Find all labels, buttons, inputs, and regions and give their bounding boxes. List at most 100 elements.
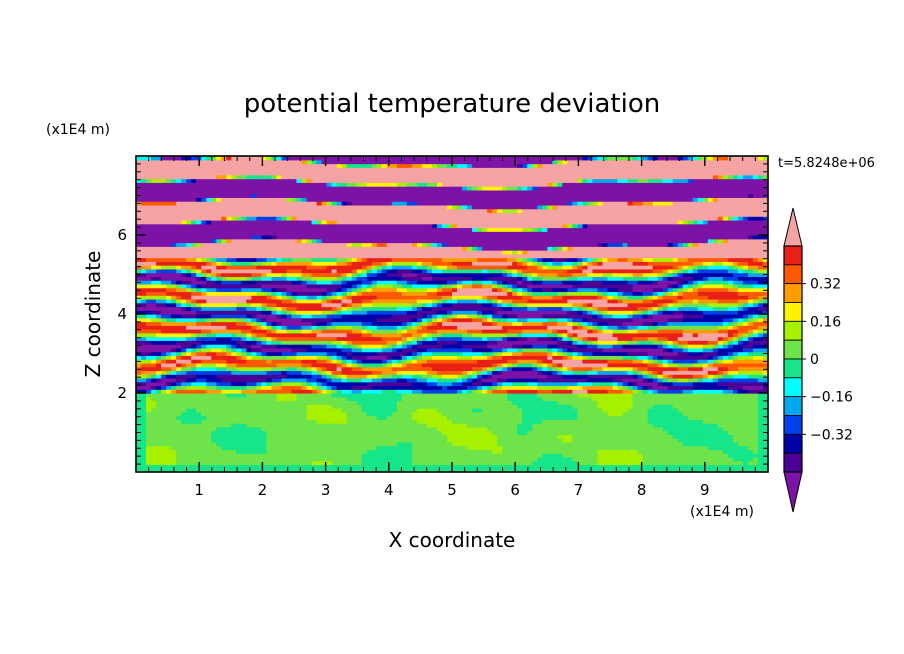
contour-cell [281, 415, 288, 420]
contour-cell [542, 411, 548, 417]
contour-cell [396, 332, 403, 338]
contour-cell [512, 385, 518, 390]
contour-cell [752, 396, 759, 402]
contour-cell [386, 415, 393, 420]
contour-cell [572, 460, 578, 466]
contour-cell [617, 453, 624, 458]
contour-cell [186, 449, 192, 454]
contour-cell [562, 393, 568, 398]
contour-cell [712, 400, 719, 405]
contour-cell [712, 423, 719, 428]
contour-cell [537, 332, 543, 338]
contour-cell [647, 332, 654, 338]
contour-cell [176, 355, 182, 360]
contour-cell [627, 340, 634, 345]
contour-cell [507, 385, 513, 390]
contour-cell [301, 362, 308, 368]
contour-cell [326, 408, 333, 413]
contour-cell [396, 344, 403, 349]
contour-cell [231, 344, 237, 349]
contour-cell [136, 385, 142, 390]
contour-cell [712, 430, 719, 435]
contour-cell [316, 340, 323, 345]
contour-cell [642, 456, 649, 462]
contour-cell [261, 449, 268, 454]
contour-cell [431, 385, 438, 390]
contour-cell [326, 336, 333, 341]
contour-cell [286, 460, 293, 466]
contour-cell [752, 366, 759, 372]
contour-cell [472, 370, 478, 375]
contour-cell [532, 415, 538, 420]
contour-cell [136, 464, 142, 469]
contour-cell [737, 374, 744, 379]
contour-cell [171, 370, 177, 375]
contour-cell [502, 374, 508, 379]
contour-cell [416, 396, 423, 402]
contour-cell [266, 445, 273, 451]
contour-cell [226, 419, 232, 424]
contour-cell [246, 419, 252, 424]
contour-cell [141, 460, 147, 466]
contour-cell [386, 385, 393, 390]
contour-cell [421, 430, 428, 435]
contour-cell [467, 449, 473, 454]
contour-cell [246, 396, 252, 402]
contour-cell [331, 381, 338, 387]
contour-cell [667, 347, 674, 353]
contour-cell [647, 404, 654, 409]
contour-cell [532, 344, 538, 349]
contour-cell [562, 362, 568, 368]
contour-cell [396, 370, 403, 375]
contour-cell [762, 344, 768, 349]
contour-cell [547, 336, 553, 341]
contour-cell [151, 393, 157, 398]
contour-cell [642, 400, 649, 405]
contour-cell [201, 456, 207, 462]
contour-cell [722, 370, 729, 375]
contour-cell [436, 453, 443, 458]
contour-cell [356, 366, 363, 372]
contour-cell [431, 336, 438, 341]
contour-cell [612, 336, 619, 341]
contour-cell [311, 411, 318, 417]
contour-cell [567, 393, 573, 398]
contour-cell [492, 460, 498, 466]
contour-cell [712, 408, 719, 413]
contour-cell [682, 426, 689, 432]
contour-cell [386, 359, 393, 364]
contour-cell [607, 404, 614, 409]
contour-cell [657, 381, 664, 387]
contour-cell [557, 344, 563, 349]
contour-cell [306, 370, 313, 375]
contour-cell [697, 408, 704, 413]
contour-cell [517, 456, 523, 462]
contour-cell [256, 370, 262, 375]
contour-cell [171, 408, 177, 413]
contour-cell [737, 464, 744, 469]
contour-cell [557, 389, 563, 394]
contour-cell [602, 441, 609, 447]
contour-cell [672, 332, 679, 338]
contour-cell [652, 460, 659, 466]
contour-cell [627, 385, 634, 390]
contour-cell [542, 355, 548, 360]
contour-cell [612, 362, 619, 368]
contour-cell [662, 362, 669, 368]
contour-cell [311, 404, 318, 409]
contour-cell [727, 336, 734, 341]
contour-cell [492, 351, 498, 356]
contour-cell [622, 351, 629, 356]
contour-cell [316, 415, 323, 420]
contour-cell [381, 456, 388, 462]
contour-cell [742, 415, 749, 420]
contour-cell [712, 438, 719, 443]
contour-cell [672, 396, 679, 402]
contour-cell [216, 336, 222, 341]
contour-cell [737, 411, 744, 417]
contour-cell [692, 329, 699, 334]
contour-cell [547, 456, 553, 462]
contour-cell [477, 362, 483, 368]
contour-cell [161, 329, 167, 334]
contour-cell [166, 336, 172, 341]
